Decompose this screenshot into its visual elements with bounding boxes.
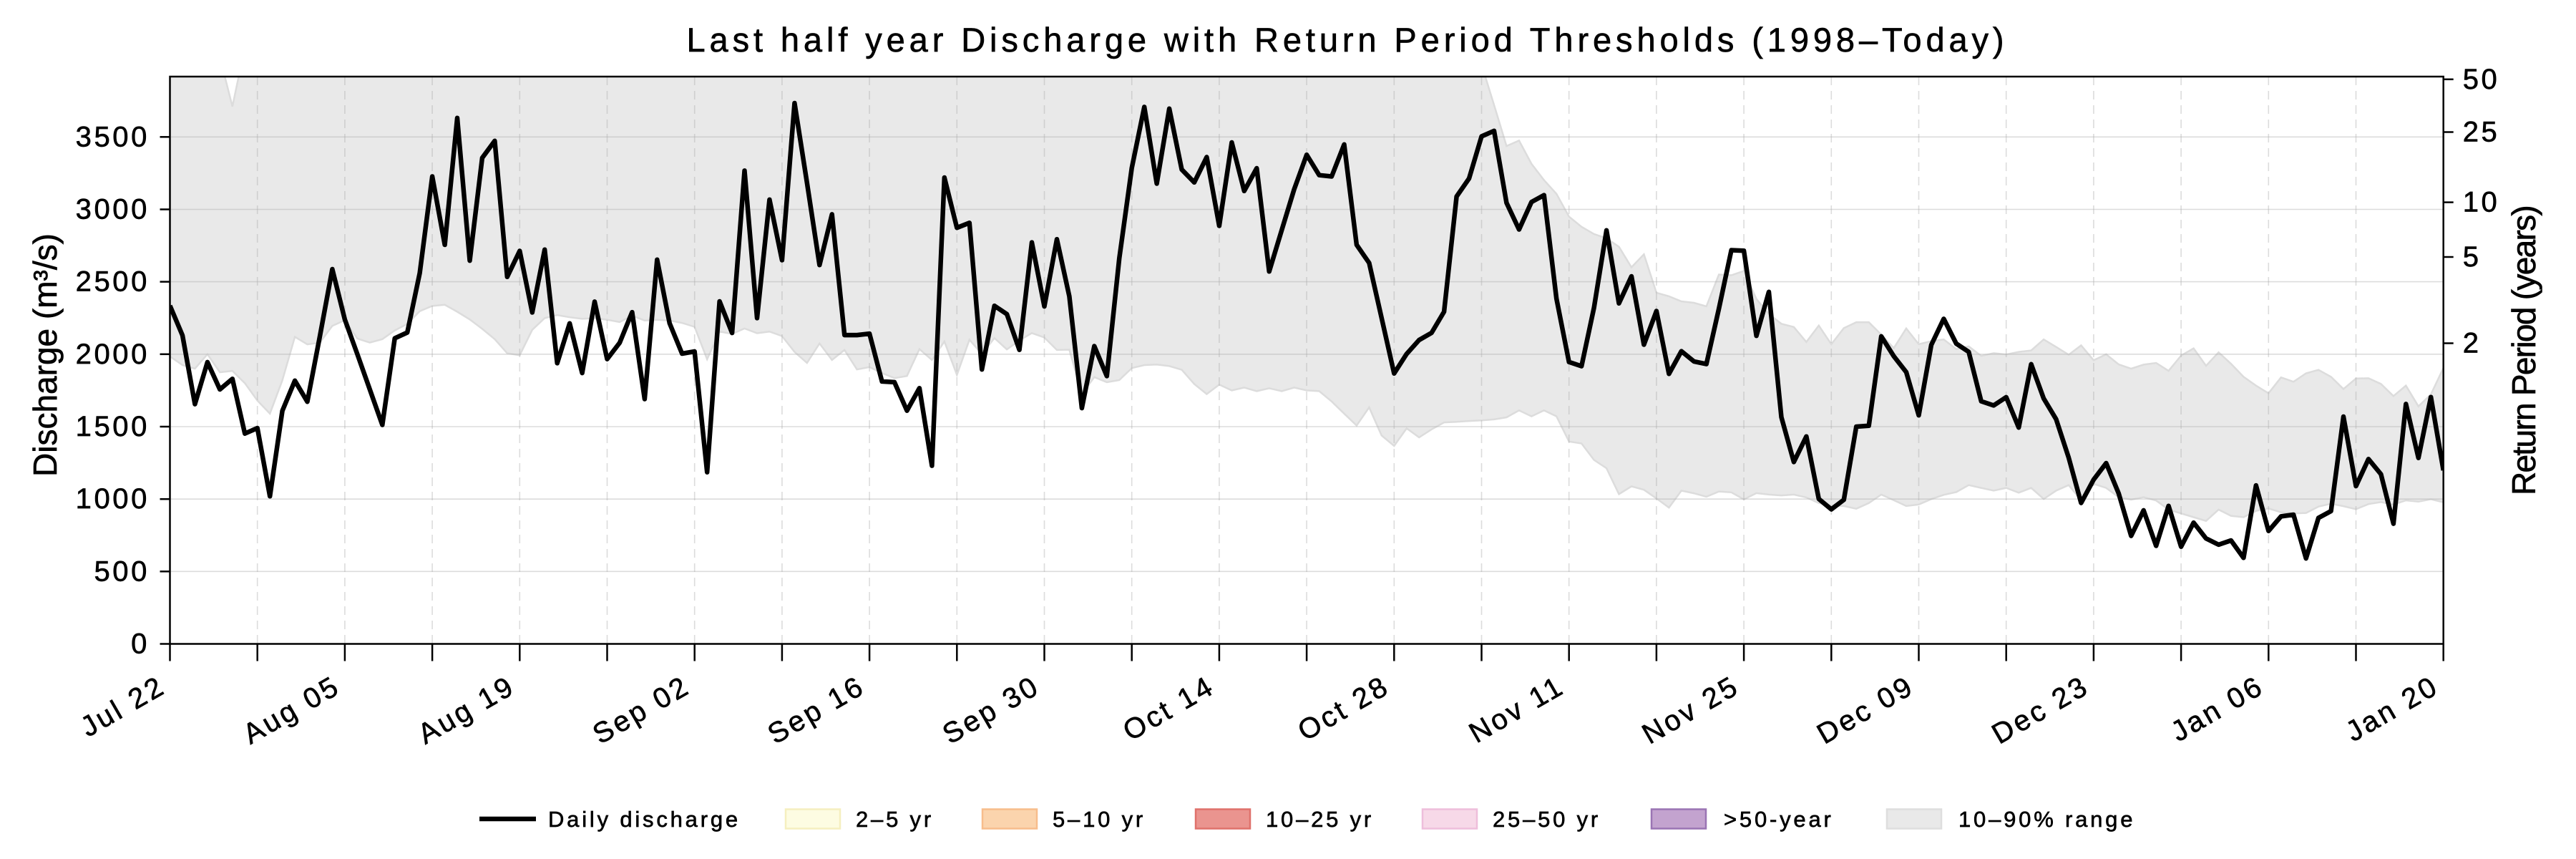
svg-text:Last half year Discharge with: Last half year Discharge with Return Per… [687,21,2009,59]
svg-text:Daily discharge: Daily discharge [548,807,741,832]
svg-text:2: 2 [2463,328,2482,359]
svg-text:500: 500 [94,555,150,587]
svg-text:0: 0 [131,629,150,660]
svg-text:3500: 3500 [76,121,150,152]
svg-text:2–5 yr: 2–5 yr [856,807,934,832]
svg-text:5: 5 [2463,241,2482,273]
svg-text:50: 50 [2463,64,2500,95]
svg-text:10–90% range: 10–90% range [1958,807,2135,832]
svg-text:>50-year: >50-year [1724,807,1834,832]
svg-text:1000: 1000 [76,483,150,515]
svg-text:1500: 1500 [76,411,150,442]
svg-text:3000: 3000 [76,194,150,225]
svg-text:Return Period (years): Return Period (years) [2505,206,2542,495]
svg-text:25–50 yr: 25–50 yr [1493,807,1601,832]
svg-text:2000: 2000 [76,339,150,370]
svg-text:25: 25 [2463,117,2500,148]
svg-text:10–25 yr: 10–25 yr [1266,807,1374,832]
svg-text:Discharge (m³/s): Discharge (m³/s) [26,233,64,477]
svg-text:5–10 yr: 5–10 yr [1053,807,1146,832]
svg-text:2500: 2500 [76,266,150,298]
svg-text:10: 10 [2463,187,2500,218]
